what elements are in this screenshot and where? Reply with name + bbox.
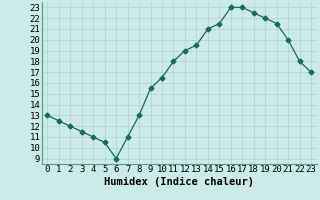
X-axis label: Humidex (Indice chaleur): Humidex (Indice chaleur) — [104, 177, 254, 187]
